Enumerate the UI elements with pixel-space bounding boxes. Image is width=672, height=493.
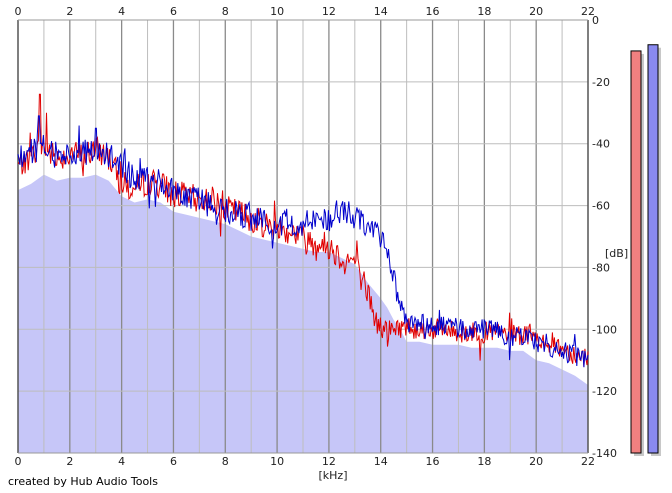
x-tick-label: 22 [581, 455, 595, 468]
x-tick-label: 2 [66, 455, 73, 468]
y-tick-labels: 0 -20 -40 -60 -80 -100 -120 -140 [592, 14, 617, 460]
x-tick-label: 8 [222, 5, 229, 18]
x-tick-label: 18 [477, 455, 491, 468]
x-tick-label: 12 [322, 455, 336, 468]
x-tick-label: 2 [66, 5, 73, 18]
x-tick-label: 22 [581, 5, 595, 18]
x-tick-label: 0 [15, 5, 22, 18]
x-tick-label: 16 [426, 455, 440, 468]
x-tick-label: 10 [270, 5, 284, 18]
level-meter-red [630, 50, 642, 454]
x-tick-label: 4 [118, 5, 125, 18]
x-tick-label: 12 [322, 5, 336, 18]
y-tick-label: -120 [592, 385, 617, 398]
y-tick-label: -40 [592, 138, 610, 151]
x-tick-label: 6 [170, 455, 177, 468]
x-tick-label: 16 [426, 5, 440, 18]
x-tick-label: 14 [374, 5, 388, 18]
x-tick-label: 18 [477, 5, 491, 18]
x-tick-label: 14 [374, 455, 388, 468]
x-tick-label: 6 [170, 5, 177, 18]
y-tick-label: -20 [592, 76, 610, 89]
x-tick-label: 20 [529, 455, 543, 468]
spectrum-line-blue [17, 115, 589, 368]
y-tick-label: -100 [592, 323, 617, 336]
x-axis-label: [kHz] [319, 469, 348, 482]
grid [18, 20, 588, 453]
y-tick-label: -60 [592, 200, 610, 213]
level-meter-blue [647, 44, 659, 454]
x-tick-label: 0 [15, 455, 22, 468]
y-axis-label: [dB] [605, 247, 628, 260]
y-tick-label: -80 [592, 261, 610, 274]
y-tick-label: 0 [592, 14, 599, 27]
x-tick-labels-bottom: 0 2 4 6 8 10 12 14 16 18 20 22 [15, 455, 596, 468]
level-meters [630, 44, 661, 457]
x-tick-label: 4 [118, 455, 125, 468]
plot-frame [17, 19, 589, 454]
credit-text: created by Hub Audio Tools [8, 475, 158, 488]
y-tick-label: -140 [592, 447, 617, 460]
x-tick-label: 10 [270, 455, 284, 468]
x-tick-labels-top: 0 2 4 6 8 10 12 14 16 18 20 22 [15, 5, 596, 18]
x-tick-label: 8 [222, 455, 229, 468]
x-tick-label: 20 [529, 5, 543, 18]
